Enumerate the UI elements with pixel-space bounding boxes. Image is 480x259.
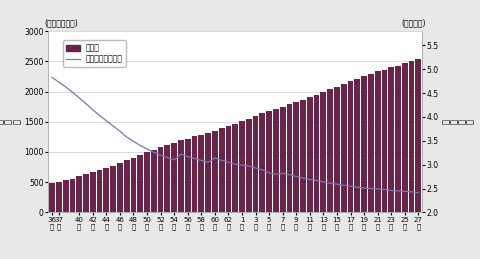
Bar [56,182,62,212]
Bar [151,149,156,212]
Bar [246,119,252,212]
Bar [408,61,414,212]
Bar [395,66,401,212]
Bar [63,180,69,212]
Legend: 世帯数, 一世帯当たり人数: 世帯数, 一世帯当たり人数 [63,40,126,67]
Bar [70,178,75,212]
Bar [137,155,143,212]
Bar [348,81,353,212]
Bar [96,170,102,212]
Bar [171,143,177,212]
Bar [104,168,109,212]
Bar [110,166,116,212]
Bar [321,92,326,212]
Bar [198,135,204,212]
Bar [293,102,299,212]
Bar [226,126,231,212]
Bar [273,109,279,212]
Bar [388,67,394,212]
Bar [49,183,55,212]
Bar [314,95,320,212]
Bar [124,160,130,212]
Bar [76,176,82,212]
Bar [375,71,381,212]
Bar [205,133,211,212]
Bar [266,111,272,212]
Bar [192,136,197,212]
Bar [260,113,265,212]
Bar [354,78,360,212]
Bar [144,152,150,212]
Bar [361,76,367,212]
Y-axis label: 世
帯
人
員: 世 帯 人 員 [442,119,475,124]
Text: (単位：千世帯): (単位：千世帯) [44,18,78,27]
Bar [131,158,136,212]
Bar [239,121,245,212]
Bar [416,59,421,212]
Bar [287,104,292,212]
Bar [300,100,306,212]
Bar [219,128,225,212]
Bar [117,163,123,212]
Bar [83,174,89,212]
Bar [341,84,347,212]
Bar [178,140,184,212]
Bar [368,74,374,212]
Text: (単位：人): (単位：人) [402,18,426,27]
Bar [185,139,191,212]
Bar [334,87,340,212]
Bar [212,131,218,212]
Bar [158,147,164,212]
Bar [280,107,286,212]
Bar [307,97,312,212]
Bar [402,63,408,212]
Bar [252,116,258,212]
Bar [382,70,387,212]
Bar [327,89,333,212]
Y-axis label: 世
帯
数: 世 帯 数 [0,119,22,124]
Bar [232,124,238,212]
Bar [90,172,96,212]
Bar [165,145,170,212]
